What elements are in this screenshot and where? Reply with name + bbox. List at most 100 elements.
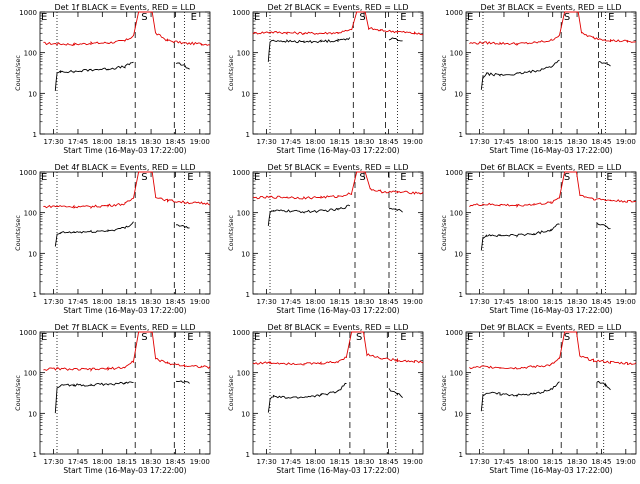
y-tick-label: 1 bbox=[459, 291, 463, 299]
event-marker: E bbox=[400, 332, 406, 343]
plot-frame bbox=[252, 331, 424, 455]
plot-frame bbox=[252, 171, 424, 295]
y-tick-label: 1000 bbox=[232, 169, 250, 177]
event-marker: E bbox=[606, 172, 612, 183]
event-marker: E bbox=[400, 172, 406, 183]
y-tick-label: 1000 bbox=[445, 169, 463, 177]
x-tick-label: 18:15 bbox=[117, 458, 137, 466]
x-tick-label: 17:45 bbox=[494, 138, 514, 146]
x-tick-label: 17:45 bbox=[281, 298, 301, 306]
y-tick-label: 10 bbox=[28, 250, 37, 258]
x-tick-label: 18:45 bbox=[378, 138, 398, 146]
x-tick-label: 19:00 bbox=[616, 458, 636, 466]
x-tick-label: 18:45 bbox=[378, 458, 398, 466]
x-tick-label: 18:30 bbox=[354, 458, 374, 466]
event-marker: S bbox=[564, 12, 570, 23]
y-tick-label: 1000 bbox=[232, 329, 250, 337]
x-tick-label: 18:00 bbox=[305, 458, 325, 466]
x-tick-label: 18:45 bbox=[591, 138, 611, 146]
series-line-events bbox=[267, 37, 403, 62]
plot-frame bbox=[465, 171, 637, 295]
series-line-events bbox=[267, 382, 403, 413]
y-tick-label: 1 bbox=[33, 451, 37, 459]
series-line-lld bbox=[469, 11, 637, 47]
x-axis-label: Start Time (16-May-03 17:22:00) bbox=[276, 306, 399, 315]
series-line-lld bbox=[469, 171, 637, 209]
x-tick-label: 18:30 bbox=[141, 138, 161, 146]
event-marker: E bbox=[41, 12, 47, 23]
plot-frame bbox=[39, 11, 211, 135]
series-line-events bbox=[480, 222, 611, 251]
chart-panel-3: Det 3f BLACK = Events, RED = LLD 1 10 100 10… bbox=[440, 3, 637, 155]
x-tick-label: 18:15 bbox=[543, 138, 563, 146]
x-tick-label: 18:00 bbox=[305, 298, 325, 306]
x-tick-label: 17:30 bbox=[44, 298, 64, 306]
x-tick-label: 18:30 bbox=[354, 298, 374, 306]
x-tick-label: 18:15 bbox=[543, 298, 563, 306]
y-tick-label: 1 bbox=[246, 291, 250, 299]
x-tick-label: 18:30 bbox=[141, 458, 161, 466]
y-tick-label: 1000 bbox=[19, 329, 37, 337]
event-marker: E bbox=[187, 172, 193, 183]
x-tick-label: 18:30 bbox=[141, 298, 161, 306]
event-marker: E bbox=[467, 332, 473, 343]
y-tick-label: 10 bbox=[454, 410, 463, 418]
event-marker: E bbox=[41, 172, 47, 183]
chart-panel-7: Det 7f BLACK = Events, RED = LLD 1 10 100 10… bbox=[14, 323, 211, 475]
chart-panel-1: Det 1f BLACK = Events, RED = LLD 1 10 100 10… bbox=[14, 3, 211, 155]
event-marker: E bbox=[608, 332, 614, 343]
event-marker: S bbox=[141, 172, 147, 183]
series-line-events bbox=[54, 380, 190, 414]
y-axis-label: Counts/sec bbox=[440, 215, 448, 251]
event-marker: E bbox=[608, 12, 614, 23]
y-tick-label: 1000 bbox=[19, 9, 37, 17]
y-tick-label: 100 bbox=[24, 210, 37, 218]
x-tick-label: 18:45 bbox=[165, 298, 185, 306]
x-tick-label: 17:45 bbox=[281, 458, 301, 466]
y-tick-label: 1000 bbox=[232, 9, 250, 17]
x-tick-label: 19:00 bbox=[403, 138, 423, 146]
event-marker: E bbox=[254, 172, 260, 183]
event-marker: E bbox=[467, 172, 473, 183]
y-axis-label: Counts/sec bbox=[14, 215, 22, 251]
series-line-lld bbox=[252, 331, 424, 366]
event-marker: S bbox=[564, 332, 570, 343]
x-tick-label: 17:30 bbox=[470, 298, 490, 306]
y-axis-label: Counts/sec bbox=[227, 215, 235, 251]
event-marker: E bbox=[191, 12, 197, 23]
x-tick-label: 18:45 bbox=[165, 458, 185, 466]
chart-title: Det 5f BLACK = Events, RED = LLD bbox=[267, 163, 408, 172]
x-tick-label: 18:15 bbox=[330, 138, 350, 146]
y-tick-label: 10 bbox=[28, 90, 37, 98]
series-line-events bbox=[480, 59, 611, 90]
y-axis-label: Counts/sec bbox=[440, 375, 448, 411]
series-line-lld bbox=[43, 331, 211, 373]
x-tick-label: 18:45 bbox=[378, 298, 398, 306]
y-tick-label: 1 bbox=[459, 451, 463, 459]
event-marker: S bbox=[141, 332, 147, 343]
y-tick-label: 100 bbox=[450, 50, 463, 58]
x-axis-label: Start Time (16-May-03 17:22:00) bbox=[63, 306, 186, 315]
y-tick-label: 100 bbox=[237, 370, 250, 378]
x-tick-label: 19:00 bbox=[190, 458, 210, 466]
chart-panel-6: Det 6f BLACK = Events, RED = LLD 1 10 100 10… bbox=[440, 163, 637, 315]
x-tick-label: 18:45 bbox=[591, 298, 611, 306]
x-tick-label: 17:45 bbox=[68, 458, 88, 466]
plot-frame bbox=[252, 11, 424, 135]
chart-title: Det 2f BLACK = Events, RED = LLD bbox=[267, 3, 408, 12]
chart-title: Det 1f BLACK = Events, RED = LLD bbox=[54, 3, 195, 12]
y-tick-label: 100 bbox=[450, 370, 463, 378]
x-tick-label: 17:30 bbox=[470, 458, 490, 466]
y-axis-label: Counts/sec bbox=[14, 55, 22, 91]
x-tick-label: 19:00 bbox=[616, 298, 636, 306]
x-tick-label: 18:15 bbox=[117, 298, 137, 306]
y-tick-label: 100 bbox=[24, 370, 37, 378]
x-tick-label: 17:30 bbox=[257, 138, 277, 146]
x-tick-label: 18:00 bbox=[518, 298, 538, 306]
x-tick-label: 17:30 bbox=[470, 138, 490, 146]
event-marker: S bbox=[564, 172, 570, 183]
x-tick-label: 18:45 bbox=[165, 138, 185, 146]
x-tick-label: 19:00 bbox=[403, 298, 423, 306]
x-tick-label: 19:00 bbox=[616, 138, 636, 146]
x-axis-label: Start Time (16-May-03 17:22:00) bbox=[489, 306, 612, 315]
